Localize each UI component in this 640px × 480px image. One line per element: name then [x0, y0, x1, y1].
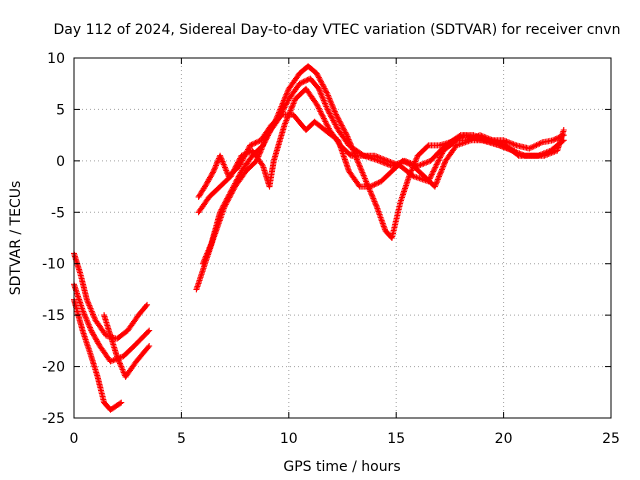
data-series [71, 63, 567, 413]
y-tick-label: -10 [42, 257, 65, 273]
series-early-d [101, 312, 153, 380]
x-tick-label: 25 [602, 431, 620, 447]
y-tick-label: -20 [42, 360, 65, 376]
y-tick-label: 10 [47, 51, 65, 67]
plot-frame [73, 57, 612, 419]
x-axis-label: GPS time / hours [283, 459, 400, 475]
series-t4 [195, 85, 567, 216]
y-tick-labels: -25 -20 -15 -10 -5 0 5 10 [42, 51, 65, 427]
y-tick-label: -25 [42, 411, 65, 427]
y-tick-label: 5 [56, 102, 65, 118]
x-tick-label: 20 [495, 431, 513, 447]
x-tick-label: 10 [280, 431, 298, 447]
grid-lines [74, 58, 611, 418]
y-axis-label: SDTVAR / TECUs [8, 181, 24, 296]
x-tick-label: 15 [387, 431, 405, 447]
y-tick-label: -15 [42, 308, 65, 324]
series-t2 [199, 63, 518, 267]
data-point-markers [101, 312, 153, 380]
y-tick-label: -5 [51, 205, 65, 221]
axis-ticks [73, 57, 612, 419]
data-point-markers [199, 63, 518, 267]
x-tick-label: 5 [177, 431, 186, 447]
y-tick-label: 0 [56, 154, 65, 170]
x-tick-labels: 0 5 10 15 20 25 [70, 431, 620, 447]
x-tick-label: 0 [70, 431, 79, 447]
chart-title: Day 112 of 2024, Sidereal Day-to-day VTE… [54, 22, 621, 38]
data-point-markers [195, 85, 567, 216]
